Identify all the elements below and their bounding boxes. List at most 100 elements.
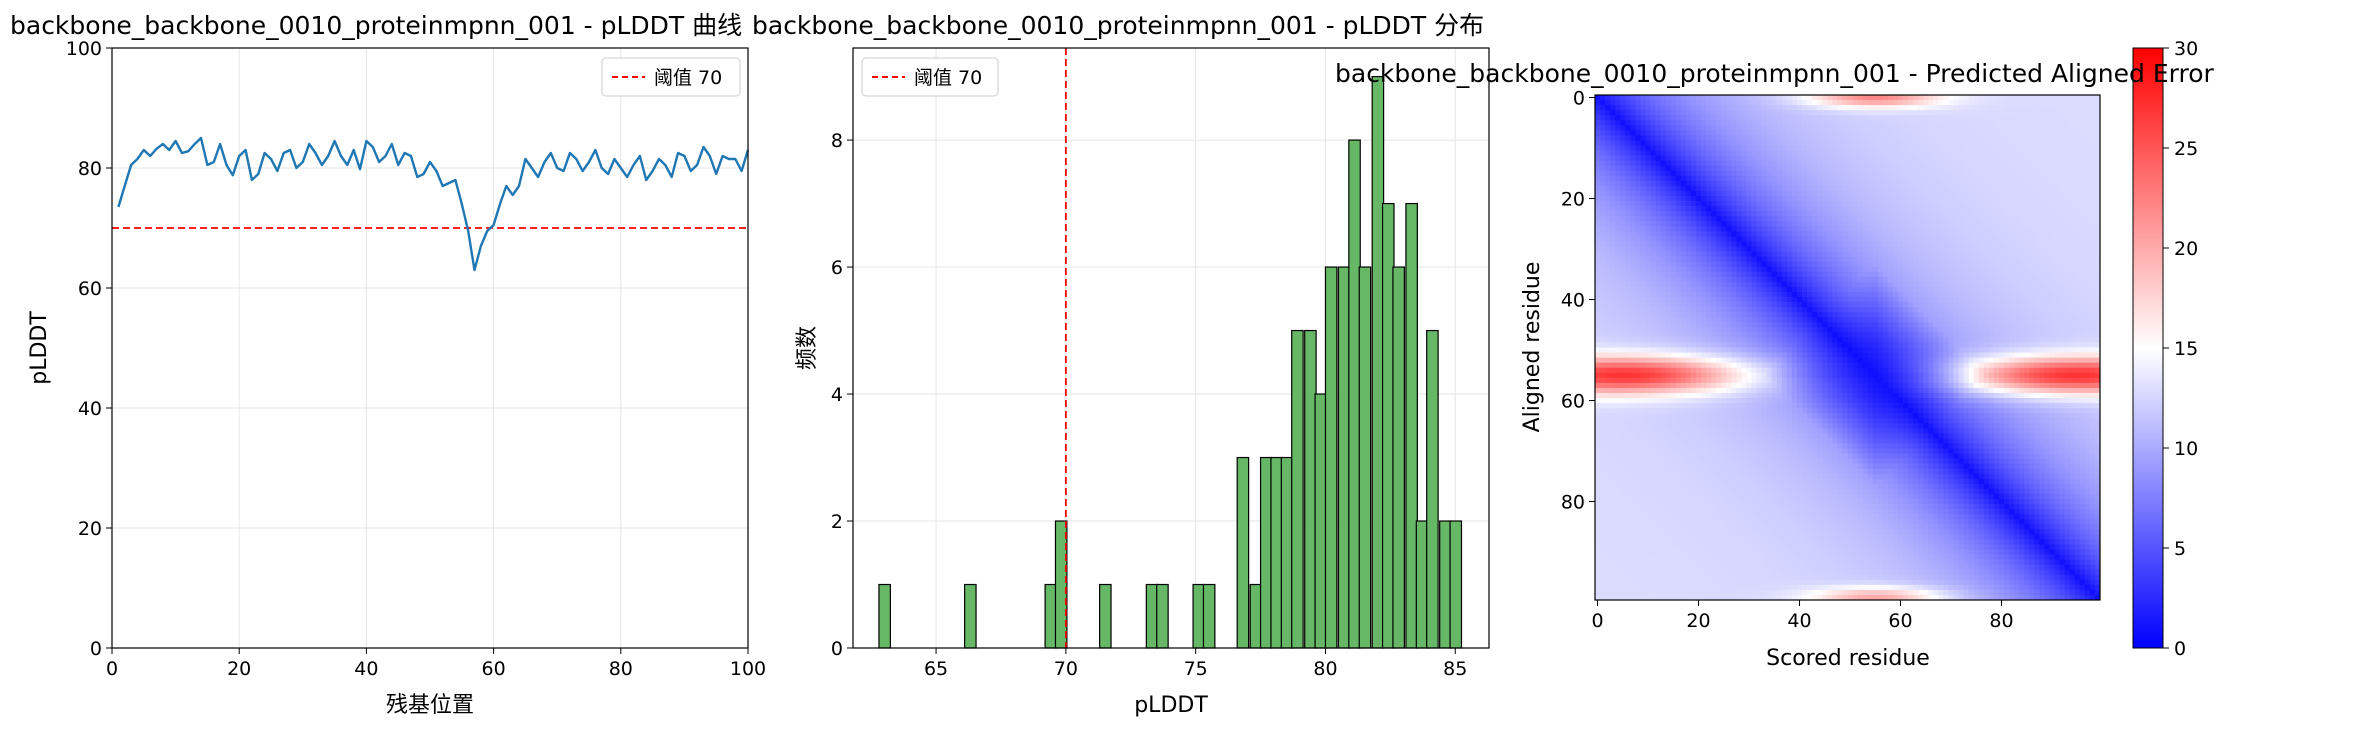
heatmap-cell [1741,246,1747,252]
heatmap-cell [1807,95,1813,101]
heatmap-cell [1928,196,1934,202]
heatmap-cell [1903,276,1909,283]
heatmap-cell [1943,175,1949,182]
heatmap-cell [2054,95,2060,101]
heatmap-cell [1776,125,1783,131]
heatmap-cell [1696,256,1702,262]
heatmap-cell [1776,307,1783,313]
heatmap-cell [2009,95,2015,101]
heatmap-cell [1756,185,1762,192]
heatmap-cell [1640,271,1646,278]
heatmap-cell [1620,175,1626,182]
heatmap-cell [1908,226,1914,232]
heatmap-cell [1640,297,1646,303]
heatmap-cell [1655,145,1661,151]
heatmap-cell [1903,226,1909,232]
heatmap-cell [1615,95,1621,101]
heatmap-cell [1978,322,1985,328]
heatmap-cell [1943,291,1949,298]
heatmap-cell [1600,236,1606,242]
heatmap-cell [1726,211,1732,217]
heatmap-cell [1701,291,1707,298]
heatmap-cell [1786,241,1793,247]
heatmap-cell [1741,231,1747,237]
heatmap-cell [1958,165,1964,172]
heatmap-cell [1655,115,1661,121]
heatmap-cell [1696,190,1702,197]
heatmap-cell [1706,206,1712,212]
heatmap-cell [2079,95,2086,101]
heatmap-cell [1913,140,1919,146]
heatmap-cell [1973,190,1980,197]
heatmap-cell [1913,190,1919,197]
heatmap-cell [1983,120,1990,126]
heatmap-cell [1655,332,1661,338]
heatmap-cell [1837,231,1843,237]
heatmap-cell [1696,297,1702,303]
heatmap-cell [1887,180,1894,187]
heatmap-cell [1605,155,1611,161]
heatmap-cell [1655,246,1661,252]
heatmap-cell [1877,100,1884,106]
heatmap-cell [1837,100,1843,106]
heatmap-cell [1923,110,1929,116]
heatmap-cell [1630,322,1636,328]
heatmap-cell [1847,216,1853,222]
heatmap-cell [1898,236,1904,242]
heatmap-cell [1882,322,1889,328]
heatmap-cell [1817,327,1823,333]
heatmap-cell [1640,206,1646,212]
heatmap-cell [1701,115,1707,121]
heatmap-cell [1892,307,1899,313]
heatmap-cell [1938,312,1944,318]
heatmap-cell [2054,307,2060,313]
heatmap-cell [1716,180,1722,187]
heatmap-cell [1630,201,1636,207]
heatmap-cell [1675,317,1682,323]
heatmap-cell [1943,201,1949,207]
heatmap-cell [1781,165,1788,172]
heatmap-cell [1746,201,1752,207]
heatmap-cell [1797,201,1803,207]
heatmap-cell [1751,201,1757,207]
heatmap-cell [1842,105,1848,111]
heatmap-cell [2069,322,2076,328]
heatmap-cell [1993,261,2000,268]
heatmap-cell [1645,241,1651,247]
heatmap-cell [1625,327,1631,333]
heatmap-cell [1953,312,1959,318]
heatmap-cell [1832,216,1838,222]
heatmap-cell [2024,211,2030,217]
heatmap-cell [1797,216,1803,222]
heatmap-cell [1913,332,1919,338]
heatmap-cell [1595,145,1601,151]
heatmap-cell [1791,322,1798,328]
heatmap-cell [2029,332,2035,338]
heatmap-cell [1903,175,1909,182]
heatmap-cell [1731,105,1737,111]
heatmap-cell [2054,120,2060,126]
heatmap-cell [2054,332,2060,338]
heatmap-cell [2054,211,2060,217]
heatmap-cell [1791,251,1798,257]
heatmap-cell [1993,271,2000,278]
heatmap-cell [1938,130,1944,136]
heatmap-cell [1872,322,1879,328]
heatmap-cell [1786,100,1793,106]
heatmap-cell [1716,286,1722,293]
heatmap-cell [1701,196,1707,202]
heatmap-cell [1625,115,1631,121]
heatmap-cell [2079,155,2086,161]
heatmap-cell [2009,130,2015,136]
heatmap-cell [1731,175,1737,182]
heatmap-cell [2044,322,2050,328]
heatmap-cell [1660,196,1667,202]
heatmap-cell [1761,246,1768,252]
heatmap-cell [1958,297,1964,303]
heatmap-cell [1660,256,1667,262]
heatmap-cell [1605,312,1611,318]
heatmap-cell [1776,291,1783,298]
heatmap-cell [1842,185,1848,192]
heatmap-cell [1791,337,1798,343]
heatmap-cell [1766,317,1773,323]
